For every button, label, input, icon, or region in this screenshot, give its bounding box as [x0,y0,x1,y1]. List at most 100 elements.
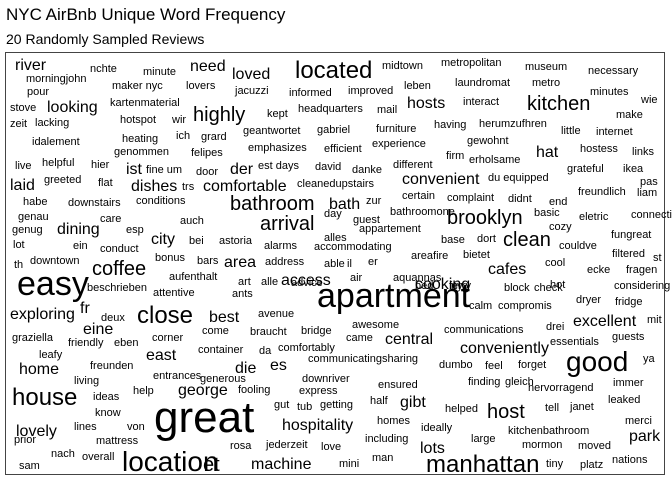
word-furniture: furniture [376,123,416,135]
word-du-equipped: du equipped [488,172,549,184]
word-hot: hot [550,279,565,291]
word-lovely: lovely [16,423,57,440]
word-coffee: coffee [92,258,146,280]
word-lines: lines [74,421,97,433]
word-geantwortet: geantwortet [243,125,300,137]
word-complaint: complaint [447,192,494,204]
word-jederzeit: jederzeit [265,439,308,451]
word-conditions: conditions [136,195,186,207]
word-david: david [315,161,341,173]
word-george: george [178,382,228,399]
word-eine: eine [83,321,113,338]
word-leafy: leafy [39,349,63,361]
word-ecke: ecke [587,264,610,276]
word-informed: informed [289,87,332,99]
word-house: house [12,384,77,411]
word-door: door [196,166,218,178]
word-check: check [534,282,563,294]
word-cafes: cafes [488,261,526,278]
word-location: location [122,446,219,477]
word-compromis: compromis [498,300,552,312]
word-river: river [15,57,47,74]
word-astoria: astoria [219,235,253,247]
word-bietet: bietet [463,249,490,261]
word-live: live [15,160,32,172]
word-having: having [434,119,466,131]
word-hostess: hostess [580,143,618,155]
word-best: best [209,309,240,326]
word-hier: hier [91,159,110,171]
word-pour: pour [27,86,49,98]
word-getting: getting [320,399,353,411]
word-mormon: mormon [522,439,562,451]
word-janet: janet [569,401,594,413]
word-considering: considering [614,280,670,292]
word-nchte: nchte [90,63,117,75]
chart-title: NYC AirBnb Unique Word Frequency [6,5,286,24]
word-fr: fr [80,300,90,317]
word-bonus: bonus [155,252,185,264]
word-come: come [202,325,229,337]
word-freunden: freunden [90,360,133,372]
word-avenue: avenue [258,308,294,320]
word-freundlich: freundlich [578,186,626,198]
word-ich: ich [176,130,190,142]
word-feel: feel [485,360,503,372]
word-wie: wie [640,94,658,106]
word-tell: tell [545,402,559,414]
word-access: access [281,272,331,289]
word-felipes: felipes [191,147,223,159]
word-friendly: friendly [68,337,104,349]
word-downtown: downtown [30,255,80,267]
word-bathroomone: bathroomone [390,206,455,218]
word-dishes: dishes [131,178,177,195]
word-generous: generous [200,373,246,385]
word-mini: mini [339,458,359,470]
word-came: came [346,332,373,344]
word-highly: highly [193,104,245,126]
word-helpful: helpful [42,157,74,169]
word-zur: zur [366,195,382,207]
word-container: container [198,344,244,356]
word-ist: ist [126,161,143,178]
word-living: living [74,375,99,387]
word-von: von [127,421,145,433]
word-hat: hat [536,144,559,161]
word-areafire: areafire [411,250,448,262]
word-kitchenbathroom: kitchenbathroom [508,425,589,437]
word-pas: pas [640,176,658,188]
word-greeted: greeted [44,174,81,186]
chart-subtitle: 20 Randomly Sampled Reviews [6,31,205,47]
word-manhattan: manhattan [426,451,539,478]
word-maker-nyc: maker nyc [112,80,163,92]
word-idalement: idalement [32,136,80,148]
word-der: der [230,161,254,178]
word-comfortable: comfortable [203,178,287,195]
word-cool: cool [545,257,565,269]
word-minutes: minutes [590,86,629,98]
word-museum: museum [525,61,567,73]
word-grard: grard [201,131,227,143]
word-hervorragend: hervorragend [528,382,593,394]
word-beschrieben: beschrieben [87,282,147,294]
word-mail: mail [377,104,397,116]
word-cooking: cooking [415,276,470,293]
word-metropolitan: metropolitan [441,57,502,69]
word-located: located [295,57,372,84]
word-emphasizes: emphasizes [248,142,307,154]
word-alle: alle [261,276,278,288]
word-moved: moved [578,440,611,452]
word-ferry: ferry [449,280,472,292]
word-cleanedupstairs: cleanedupstairs [297,178,375,190]
word-nations: nations [612,454,648,466]
word-love: love [321,441,341,453]
word-bath: bath [329,196,360,213]
word-fungreat: fungreat [611,229,651,241]
word-deux: deux [101,312,125,324]
word-zeit: zeit [10,118,27,130]
word-kept: kept [267,108,288,120]
word-danke: danke [352,164,382,176]
word-immer: immer [613,377,644,389]
word-cloud-panel [5,52,665,475]
word-essentials: essentials [550,336,599,348]
